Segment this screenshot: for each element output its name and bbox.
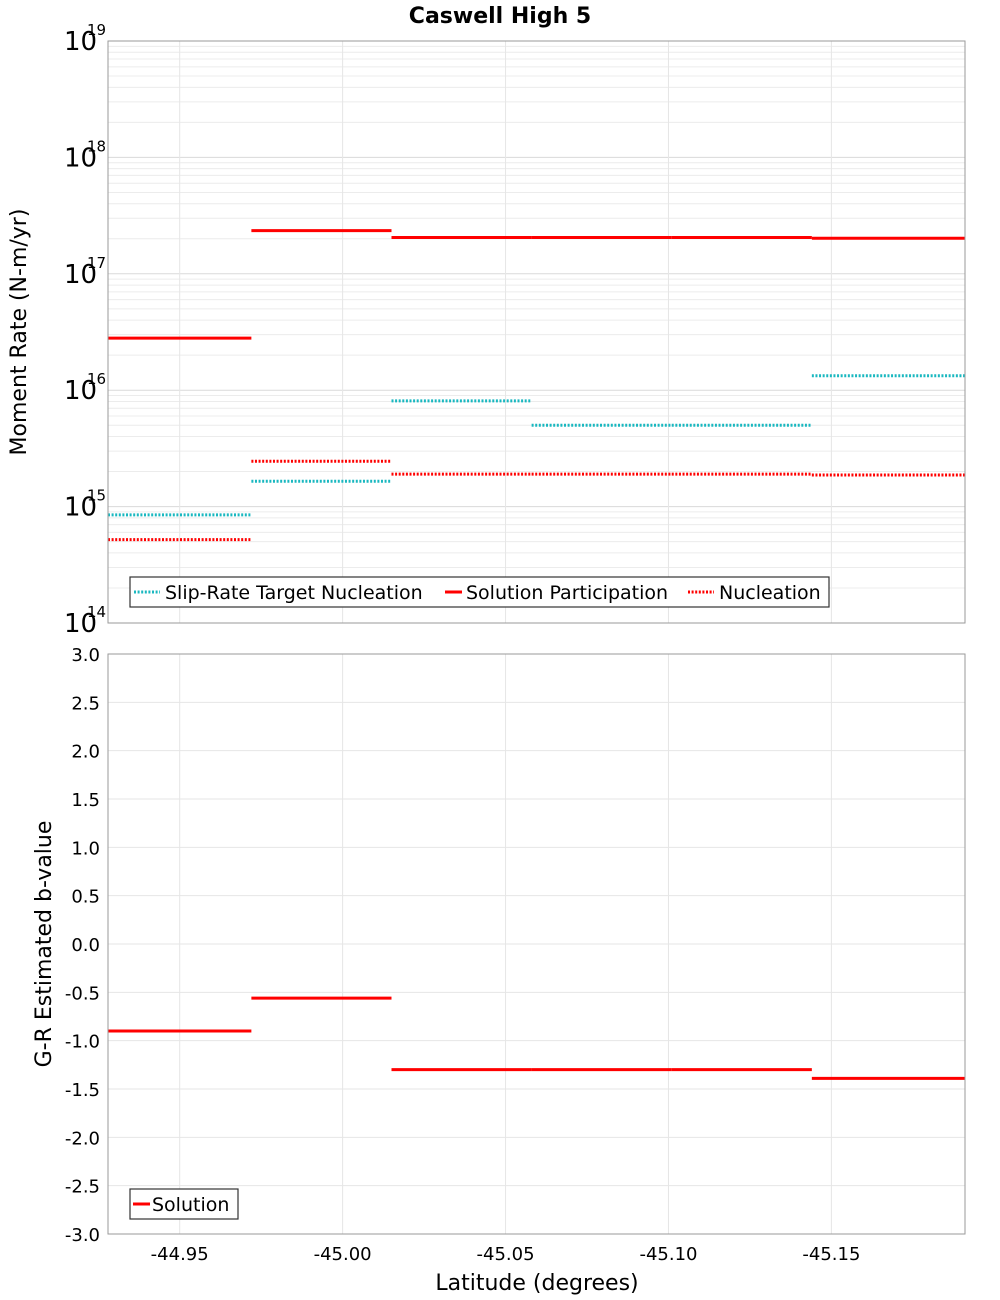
b-value-panel: -3.0 -2.5 -2.0 -1.5 -1.0 -0.5 0.0 0.5 1.0 1.5 2.0 2… xyxy=(32,645,966,1296)
y-tick-label: 0.0 xyxy=(71,935,100,956)
y-tick-label: -1.5 xyxy=(65,1080,100,1101)
series-nucleation xyxy=(108,459,965,542)
y-tick-label: 3.0 xyxy=(71,645,100,666)
b-value-y-ticks: -3.0 -2.5 -2.0 -1.5 -1.0 -0.5 0.0 0.5 1.0 1.5 2.0 2… xyxy=(65,645,100,1246)
y-tick-label: -2.0 xyxy=(65,1128,100,1149)
legend-label-slip-rate-target: Slip-Rate Target Nucleation xyxy=(165,582,423,604)
y-tick-base: 10 xyxy=(64,27,97,57)
y-tick-base: 10 xyxy=(64,609,97,639)
moment-rate-y-axis-label: Moment Rate (N-m/yr) xyxy=(7,209,32,456)
moment-rate-series xyxy=(108,229,965,542)
y-tick-label: 2.5 xyxy=(71,693,100,714)
legend-label-solution: Solution xyxy=(152,1194,229,1216)
y-tick-base: 10 xyxy=(64,376,97,406)
moment-rate-grid xyxy=(108,40,965,624)
series-slip-rate-target-nucleation xyxy=(108,374,965,517)
series-solution xyxy=(108,996,965,1080)
chart-title: Caswell High 5 xyxy=(409,4,591,29)
y-tick-base: 10 xyxy=(64,493,97,523)
y-tick-label: -0.5 xyxy=(65,983,100,1004)
x-axis-label: Latitude (degrees) xyxy=(435,1271,638,1296)
y-tick-exponent: 15 xyxy=(87,487,106,505)
b-value-plot-frame xyxy=(107,653,966,1235)
x-tick-label: -45.15 xyxy=(802,1244,860,1265)
y-tick-label: 1.0 xyxy=(71,838,100,859)
x-tick-label: -45.10 xyxy=(639,1244,697,1265)
y-tick-exponent: 14 xyxy=(87,603,106,621)
y-tick-label: 1.5 xyxy=(71,790,100,811)
moment-rate-plot-frame xyxy=(107,40,966,624)
y-tick-label: 2.0 xyxy=(71,742,100,763)
b-value-series xyxy=(108,996,965,1080)
y-tick-label: 0.5 xyxy=(71,887,100,908)
b-value-y-axis-label: G-R Estimated b-value xyxy=(32,821,57,1068)
legend-label-nucleation: Nucleation xyxy=(719,582,821,604)
series-solution-participation xyxy=(108,229,965,340)
y-tick-exponent: 19 xyxy=(87,21,106,39)
x-tick-label: -45.05 xyxy=(477,1244,535,1265)
x-tick-label: -44.95 xyxy=(151,1244,209,1265)
moment-rate-legend: Slip-Rate Target Nucleation Solution Par… xyxy=(129,576,830,608)
b-value-legend: Solution xyxy=(129,1188,239,1220)
x-tick-label: -45.00 xyxy=(314,1244,372,1265)
y-tick-exponent: 18 xyxy=(87,137,106,155)
legend-label-solution-participation: Solution Participation xyxy=(466,582,668,604)
y-tick-label: -1.0 xyxy=(65,1032,100,1053)
y-tick-base: 10 xyxy=(64,260,97,290)
x-axis-ticks: -44.95 -45.00 -45.05 -45.10 -45.15 xyxy=(151,1244,861,1265)
y-tick-label: -2.5 xyxy=(65,1177,100,1198)
y-tick-exponent: 16 xyxy=(87,370,106,388)
y-tick-exponent: 17 xyxy=(87,254,106,272)
y-tick-label: -3.0 xyxy=(65,1225,100,1246)
y-tick-base: 10 xyxy=(64,143,97,173)
